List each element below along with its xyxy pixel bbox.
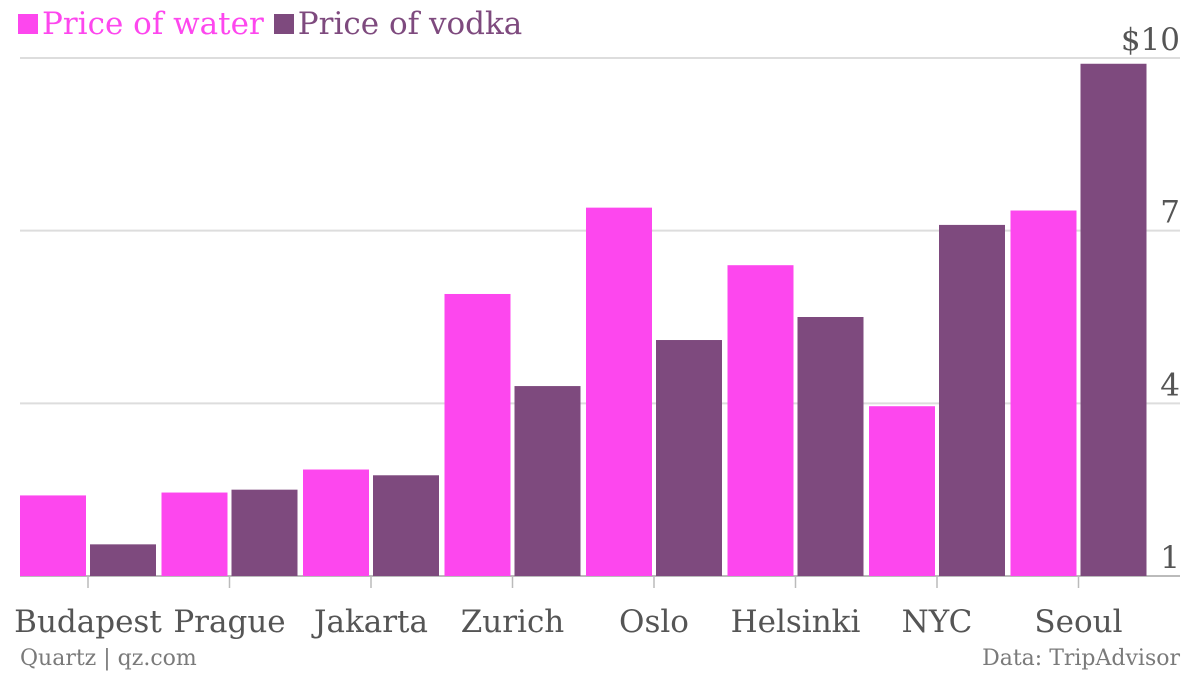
legend-label-water: Price of water bbox=[42, 6, 264, 42]
bar-vodka bbox=[373, 475, 439, 576]
bar-water bbox=[161, 492, 228, 576]
x-tick-label: NYC bbox=[902, 604, 973, 640]
source-credit: Quartz | qz.com bbox=[20, 646, 197, 671]
x-tick-label: Budapest bbox=[14, 604, 162, 640]
x-tick-label: Seoul bbox=[1034, 604, 1122, 640]
bar-vodka bbox=[939, 224, 1005, 576]
bar-water bbox=[586, 207, 652, 576]
bar-vodka bbox=[514, 386, 581, 576]
legend-swatch-vodka bbox=[273, 14, 294, 34]
bar-vodka bbox=[90, 544, 156, 576]
y-tick-label: 7 bbox=[1160, 195, 1180, 231]
legend: Price of water Price of vodka bbox=[18, 4, 532, 44]
bar-water bbox=[1010, 210, 1077, 576]
bar-vodka bbox=[1080, 63, 1147, 576]
bar-vodka bbox=[656, 340, 722, 576]
x-tick-label: Oslo bbox=[619, 604, 689, 640]
bar-water bbox=[20, 495, 86, 576]
x-tick-label: Helsinki bbox=[731, 604, 861, 640]
bar-water bbox=[869, 406, 935, 576]
bar-water bbox=[303, 469, 369, 576]
x-tick-label: Zurich bbox=[461, 604, 565, 640]
legend-item-vodka: Price of vodka bbox=[273, 6, 523, 42]
y-tick-label: 1 bbox=[1160, 540, 1180, 576]
y-tick-label: 4 bbox=[1160, 367, 1180, 403]
x-tick-label: Jakarta bbox=[311, 604, 428, 640]
bar-vodka bbox=[797, 317, 864, 576]
legend-label-vodka: Price of vodka bbox=[297, 6, 523, 42]
y-tick-label: $10 bbox=[1121, 22, 1180, 58]
x-tick-label: Prague bbox=[173, 604, 285, 640]
bar-water bbox=[444, 293, 511, 576]
legend-item-water: Price of water bbox=[18, 6, 264, 42]
data-source: Data: TripAdvisor bbox=[982, 646, 1180, 671]
bar-water bbox=[727, 265, 794, 576]
legend-swatch-water bbox=[18, 14, 38, 34]
bar-vodka bbox=[231, 489, 298, 576]
